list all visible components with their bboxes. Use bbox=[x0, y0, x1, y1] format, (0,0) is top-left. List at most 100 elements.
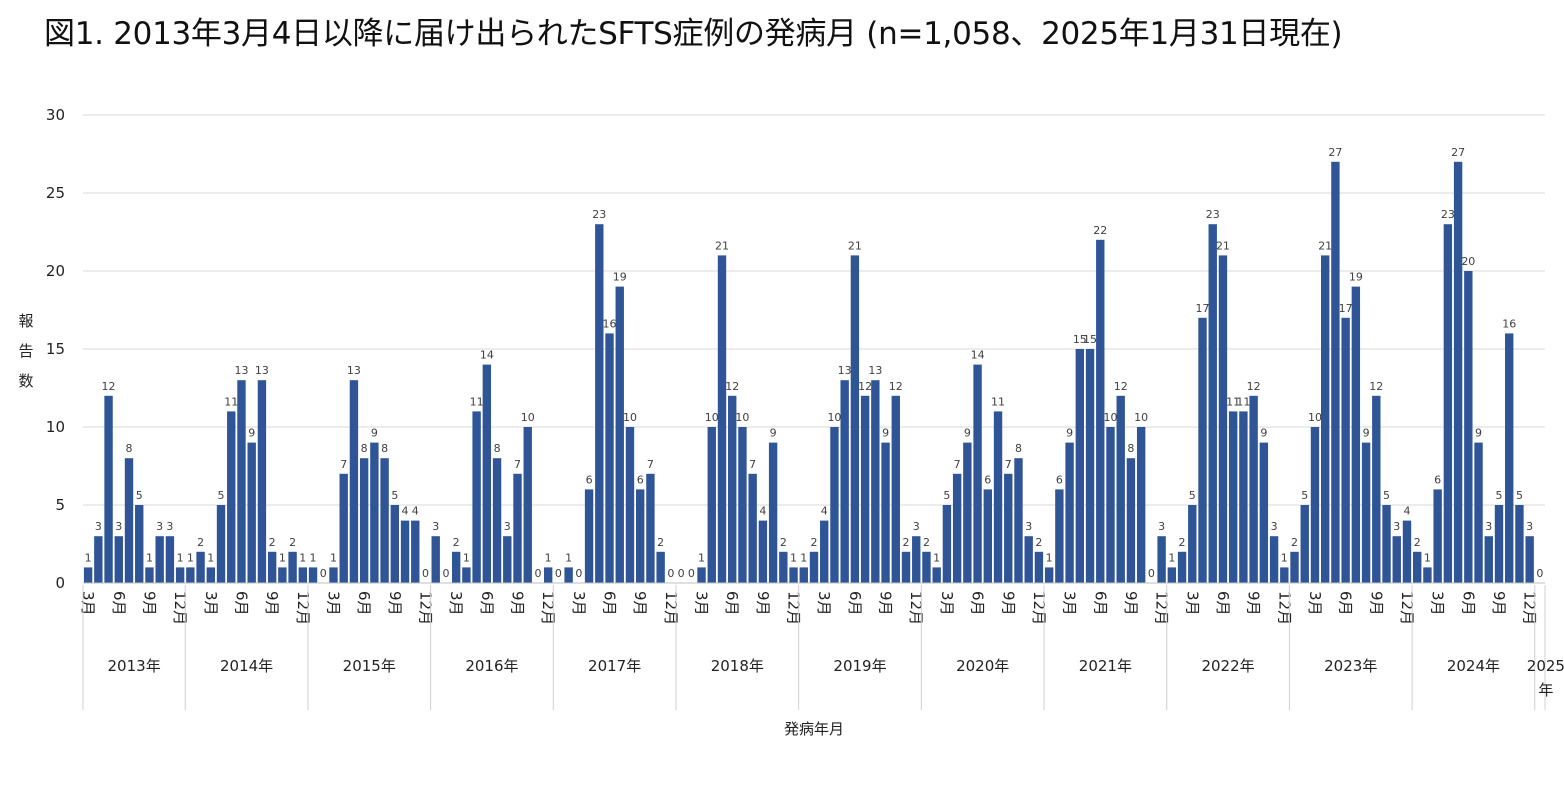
bar bbox=[104, 395, 113, 583]
x-month-tick-label: 12月 bbox=[662, 591, 680, 625]
bar bbox=[237, 380, 246, 583]
bar bbox=[370, 442, 379, 583]
bar bbox=[881, 442, 890, 583]
bar bbox=[963, 442, 972, 583]
bar bbox=[1075, 349, 1085, 583]
bar bbox=[298, 567, 308, 583]
x-month-tick-label: 12月 bbox=[1275, 591, 1293, 625]
bar bbox=[1474, 442, 1483, 583]
data-label: 10 bbox=[623, 411, 637, 424]
bar bbox=[656, 551, 665, 583]
x-month-tick-label: 3月 bbox=[693, 591, 711, 616]
bar bbox=[523, 427, 532, 583]
data-label: 1 bbox=[177, 551, 184, 564]
data-label: 23 bbox=[1206, 208, 1220, 221]
bar bbox=[768, 442, 778, 583]
bar bbox=[1249, 395, 1258, 583]
x-month-tick-label: 12月 bbox=[294, 591, 312, 625]
x-month-tick-label: 6月 bbox=[1091, 591, 1109, 616]
data-label: 6 bbox=[1434, 473, 1441, 486]
bar bbox=[1453, 161, 1463, 584]
bar bbox=[1228, 411, 1238, 583]
x-month-tick-label: 9月 bbox=[1245, 591, 1263, 616]
bar bbox=[257, 380, 267, 583]
bar bbox=[1259, 442, 1269, 583]
data-label: 0 bbox=[1148, 567, 1155, 580]
data-label: 0 bbox=[442, 567, 449, 580]
bar bbox=[513, 473, 522, 583]
bar bbox=[288, 551, 297, 583]
bar bbox=[1177, 551, 1187, 583]
x-month-tick-label: 3月 bbox=[1183, 591, 1201, 616]
data-label: 1 bbox=[933, 551, 940, 564]
data-label: 8 bbox=[1127, 442, 1134, 455]
data-label: 11 bbox=[470, 395, 484, 408]
x-month-tick-label: 9月 bbox=[999, 591, 1017, 616]
bar bbox=[860, 395, 870, 583]
data-label: 5 bbox=[136, 489, 143, 502]
bar bbox=[912, 536, 921, 583]
bar bbox=[186, 567, 195, 583]
bar bbox=[1065, 442, 1074, 583]
data-label: 7 bbox=[954, 458, 961, 471]
y-tick-label: 25 bbox=[46, 184, 65, 202]
data-label: 3 bbox=[156, 520, 163, 533]
data-label: 16 bbox=[1502, 317, 1516, 330]
x-month-tick-label: 3月 bbox=[202, 591, 220, 616]
data-label: 3 bbox=[115, 520, 122, 533]
bar bbox=[196, 551, 205, 583]
data-label: 2 bbox=[923, 536, 930, 549]
data-label: 21 bbox=[1216, 239, 1230, 252]
x-month-tick-label: 3月 bbox=[447, 591, 465, 616]
data-label: 7 bbox=[647, 458, 654, 471]
data-label: 19 bbox=[613, 271, 627, 284]
data-label: 2 bbox=[453, 536, 460, 549]
x-year-label: 2024年 bbox=[1447, 657, 1500, 675]
bar bbox=[1157, 536, 1166, 583]
data-label: 23 bbox=[592, 208, 606, 221]
data-label: 3 bbox=[1025, 520, 1032, 533]
bar bbox=[472, 411, 481, 583]
bar bbox=[155, 536, 164, 583]
data-label: 16 bbox=[603, 317, 617, 330]
data-label: 7 bbox=[749, 458, 756, 471]
x-month-tick-label: 3月 bbox=[1061, 591, 1079, 616]
data-label: 6 bbox=[637, 473, 644, 486]
data-label: 2 bbox=[657, 536, 664, 549]
data-label: 9 bbox=[371, 427, 378, 440]
data-label: 14 bbox=[480, 349, 494, 362]
bar bbox=[1014, 458, 1023, 583]
bar bbox=[1085, 349, 1095, 583]
bar bbox=[1494, 505, 1504, 583]
data-label: 2 bbox=[903, 536, 910, 549]
bar bbox=[1433, 489, 1442, 583]
bar bbox=[758, 520, 768, 583]
data-label: 0 bbox=[688, 567, 695, 580]
bar bbox=[94, 536, 103, 583]
data-label: 6 bbox=[984, 473, 991, 486]
bar bbox=[329, 567, 338, 583]
data-label: 9 bbox=[1363, 427, 1370, 440]
bar bbox=[145, 567, 154, 583]
bar bbox=[1136, 427, 1146, 583]
data-label: 27 bbox=[1451, 146, 1465, 159]
data-label: 13 bbox=[255, 364, 269, 377]
data-label: 12 bbox=[725, 380, 739, 393]
bar bbox=[1351, 286, 1361, 583]
data-label: 1 bbox=[299, 551, 306, 564]
bar bbox=[1505, 333, 1514, 583]
bar bbox=[717, 255, 727, 583]
bar bbox=[175, 567, 185, 583]
bar bbox=[584, 489, 594, 583]
x-month-tick-label: 12月 bbox=[1521, 591, 1539, 625]
data-label: 19 bbox=[1349, 271, 1363, 284]
bar bbox=[1106, 427, 1115, 583]
data-label: 9 bbox=[248, 427, 255, 440]
data-label: 0 bbox=[422, 567, 429, 580]
bar bbox=[359, 458, 369, 583]
data-label: 20 bbox=[1461, 255, 1475, 268]
bar bbox=[1126, 458, 1136, 583]
data-label: 1 bbox=[85, 551, 92, 564]
bar bbox=[124, 458, 134, 583]
data-label: 10 bbox=[1103, 411, 1117, 424]
